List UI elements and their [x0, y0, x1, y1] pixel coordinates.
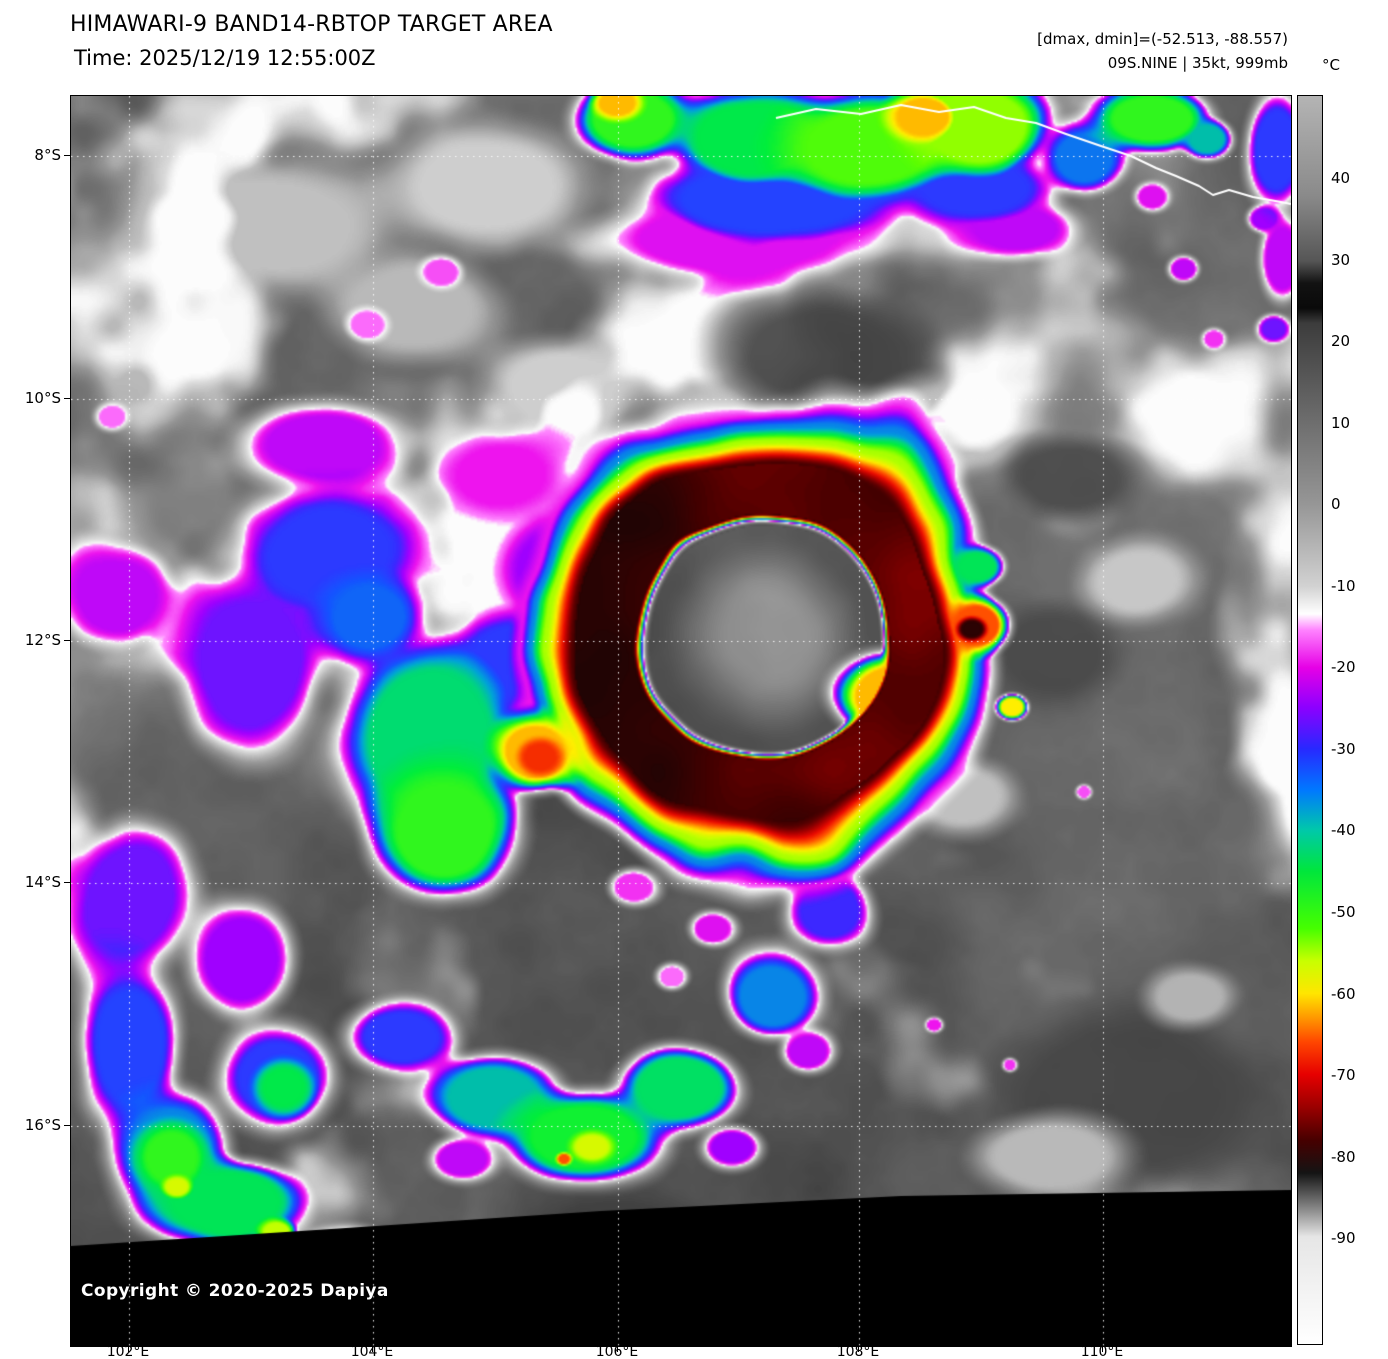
colorbar-unit-label: °C	[1322, 56, 1340, 74]
chart-title: HIMAWARI-9 BAND14-RBTOP TARGET AREA	[70, 12, 553, 37]
colorbar-tick-label: -30	[1331, 739, 1356, 758]
lat-axis-label: 10°S	[24, 389, 61, 407]
storm-info-annotation: 09S.NINE | 35kt, 999mb	[1107, 54, 1288, 72]
colorbar-tick-label: -90	[1331, 1229, 1356, 1248]
colorbar-gradient	[1297, 95, 1323, 1345]
colorbar-tick-label: -50	[1331, 903, 1356, 922]
lat-axis-label: 14°S	[24, 873, 61, 891]
colorbar-tick-label: 20	[1331, 332, 1351, 351]
time-label: Time: 2025/12/19 12:55:00Z	[74, 46, 376, 70]
axis-tick	[128, 1346, 129, 1352]
axis-tick	[64, 155, 70, 156]
axis-tick	[64, 882, 70, 883]
colorbar-tick-label: -60	[1331, 984, 1356, 1003]
colorbar-tick-label: -40	[1331, 821, 1356, 840]
dmax-dmin-annotation: [dmax, dmin]=(-52.513, -88.557)	[1037, 30, 1288, 48]
axis-tick	[858, 1346, 859, 1352]
lat-axis-label: 12°S	[24, 631, 61, 649]
lat-axis-label: 8°S	[34, 146, 61, 164]
colorbar-tick-label: 40	[1331, 169, 1351, 187]
satellite-map: Copyright © 2020-2025 Dapiya	[70, 95, 1292, 1347]
colorbar-tick-label: -20	[1331, 658, 1356, 677]
colorbar-tick-label: -70	[1331, 1066, 1356, 1085]
satellite-image-canvas	[71, 96, 1291, 1346]
axis-tick	[617, 1346, 618, 1352]
colorbar-tick-label: -10	[1331, 576, 1356, 595]
lat-axis-label: 16°S	[24, 1116, 61, 1134]
colorbar-tick-label: 30	[1331, 250, 1351, 269]
axis-tick	[372, 1346, 373, 1352]
colorbar-tick-label: 0	[1331, 495, 1341, 514]
colorbar-tick-label: -80	[1331, 1147, 1356, 1166]
colorbar-tick-label: 10	[1331, 413, 1351, 432]
axis-tick	[64, 640, 70, 641]
axis-tick	[64, 398, 70, 399]
axis-tick	[64, 1125, 70, 1126]
axis-tick	[1102, 1346, 1103, 1352]
copyright-label: Copyright © 2020-2025 Dapiya	[81, 1281, 389, 1301]
